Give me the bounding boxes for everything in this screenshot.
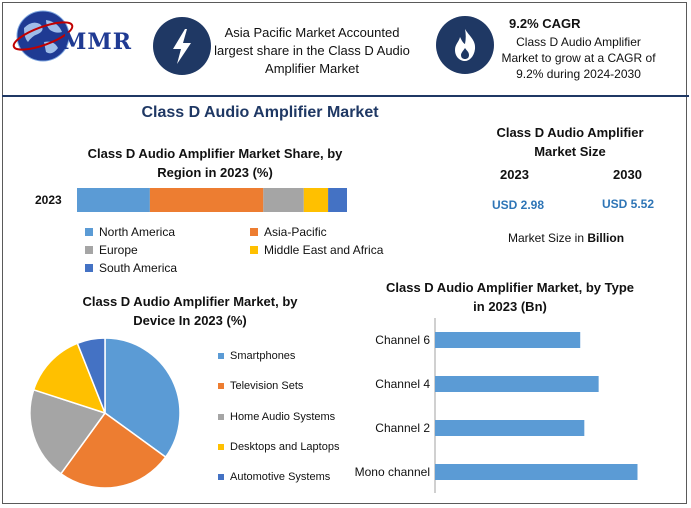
year-2030: 2030	[613, 167, 642, 182]
pie-slice-television-sets	[59, 411, 167, 489]
unit-prefix: Market Size in	[508, 231, 588, 245]
pie-legend-television-sets: Television Sets	[218, 380, 303, 392]
market-size-title-line1: Class D Audio Amplifier	[496, 125, 644, 140]
legend-swatch	[85, 264, 93, 272]
pie-slice-desktops-and-laptops	[32, 342, 107, 415]
market-size-title-line2: Market Size	[534, 144, 606, 159]
type-bar-chart: Channel 6 Channel 4 Channel 2 Mono channel	[355, 318, 638, 493]
type-chart-title: Class D Audio Amplifier Market, by Type …	[360, 278, 660, 316]
legend-label: Asia-Pacific	[264, 225, 327, 239]
device-chart-title: Class D Audio Amplifier Market, by Devic…	[45, 292, 335, 330]
region-segment-north-america	[77, 188, 150, 212]
info1-line1: Asia Pacific Market Accounted	[224, 25, 400, 40]
market-size-2030: USD 5.52	[602, 197, 655, 211]
pie-slice-automotive-systems	[76, 337, 106, 414]
legend-label: North America	[99, 225, 176, 239]
legend-swatch	[85, 246, 93, 254]
mmr-logo	[10, 8, 140, 68]
legend-swatch	[85, 228, 93, 236]
pie-slice-smartphones	[104, 337, 181, 459]
cagr-description: Class D Audio Amplifier Market to grow a…	[496, 34, 661, 82]
legend-swatch	[218, 474, 224, 480]
region-category-label: 2023	[35, 193, 62, 207]
legend-label: Television Sets	[230, 380, 304, 392]
market-size-unit: Market Size in Billion	[508, 231, 624, 245]
legend-label: South America	[99, 261, 178, 275]
flame-icon-badge	[436, 16, 494, 74]
legend-swatch	[218, 383, 224, 389]
legend-north-america: North America	[85, 225, 175, 239]
cagr-line1: Class D Audio Amplifier	[516, 35, 641, 49]
market-size-2023: USD 2.98	[492, 198, 545, 212]
lightning-icon	[173, 29, 191, 64]
market-size-title: Class D Audio Amplifier Market Size	[480, 123, 660, 161]
type-category-label: Channel 6	[375, 333, 430, 347]
type-bar-channel-2	[435, 420, 585, 436]
globe-icon	[12, 10, 74, 62]
device-pie-chart	[29, 337, 181, 489]
region-stacked-bar-chart: 2023	[35, 188, 347, 212]
region-chart-title: Class D Audio Amplifier Market Share, by…	[60, 144, 370, 182]
pie-legend-desktops-laptops: Desktops and Laptops	[218, 441, 339, 453]
device-title-line2: Device In 2023 (%)	[133, 313, 247, 328]
info1-line3: Amplifier Market	[265, 61, 359, 76]
type-bar-channel-6	[435, 332, 581, 348]
unit-bold: Billion	[587, 231, 625, 245]
type-title-line2: in 2023 (Bn)	[473, 299, 547, 314]
type-bar-mono-channel	[435, 464, 638, 480]
legend-south-america: South America	[85, 261, 177, 275]
legend-swatch	[218, 444, 224, 450]
legend-swatch	[250, 228, 258, 236]
legend-swatch	[250, 246, 258, 254]
info1-line2: largest share in the Class D Audio	[214, 43, 410, 58]
legend-asia-pacific: Asia-Pacific	[250, 225, 327, 239]
cagr-line3: 9.2% during 2024-2030	[516, 67, 641, 81]
asia-pacific-info: Asia Pacific Market Accounted largest sh…	[212, 24, 412, 78]
legend-label: Desktops and Laptops	[230, 441, 340, 453]
pie-legend-automotive-systems: Automotive Systems	[218, 471, 330, 483]
type-title-line1: Class D Audio Amplifier Market, by Type	[385, 280, 634, 295]
pie-legend-home-audio-systems: Home Audio Systems	[218, 411, 335, 423]
legend-label: Europe	[99, 243, 138, 257]
type-category-label: Mono channel	[355, 465, 430, 479]
legend-swatch	[218, 353, 224, 359]
type-category-label: Channel 2	[375, 421, 430, 435]
type-category-label: Channel 4	[375, 377, 430, 391]
flame-icon	[455, 29, 476, 61]
cagr-line2: Market to grow at a CAGR of	[501, 51, 656, 65]
legend-label: Automotive Systems	[230, 471, 331, 483]
region-segment-middle-east-and-africa	[303, 188, 329, 212]
legend-label: Home Audio Systems	[230, 411, 336, 423]
legend-swatch	[218, 414, 224, 420]
pie-legend-smartphones: Smartphones	[218, 350, 295, 362]
header-divider	[2, 95, 689, 97]
main-title: Class D Audio Amplifier Market	[141, 104, 379, 121]
device-title-line1: Class D Audio Amplifier Market, by	[82, 294, 298, 309]
region-title-line1: Class D Audio Amplifier Market Share, by	[87, 146, 343, 161]
region-title-line2: Region in 2023 (%)	[157, 165, 273, 180]
year-2023: 2023	[500, 167, 529, 182]
logo-text: MMR	[62, 29, 132, 55]
type-bar-channel-4	[435, 376, 599, 392]
legend-label: Smartphones	[230, 350, 296, 362]
region-segment-asia-pacific	[149, 188, 264, 212]
legend-middle-east-africa: Middle East and Africa	[250, 243, 383, 257]
legend-label: Middle East and Africa	[264, 243, 384, 257]
infographic-frame	[2, 2, 687, 504]
region-segment-south-america	[328, 188, 347, 212]
legend-europe: Europe	[85, 243, 138, 257]
lightning-icon-badge	[153, 17, 211, 75]
cagr-title: 9.2% CAGR	[509, 16, 581, 31]
region-segment-europe	[263, 188, 304, 212]
pie-slice-home-audio-systems	[29, 388, 107, 475]
